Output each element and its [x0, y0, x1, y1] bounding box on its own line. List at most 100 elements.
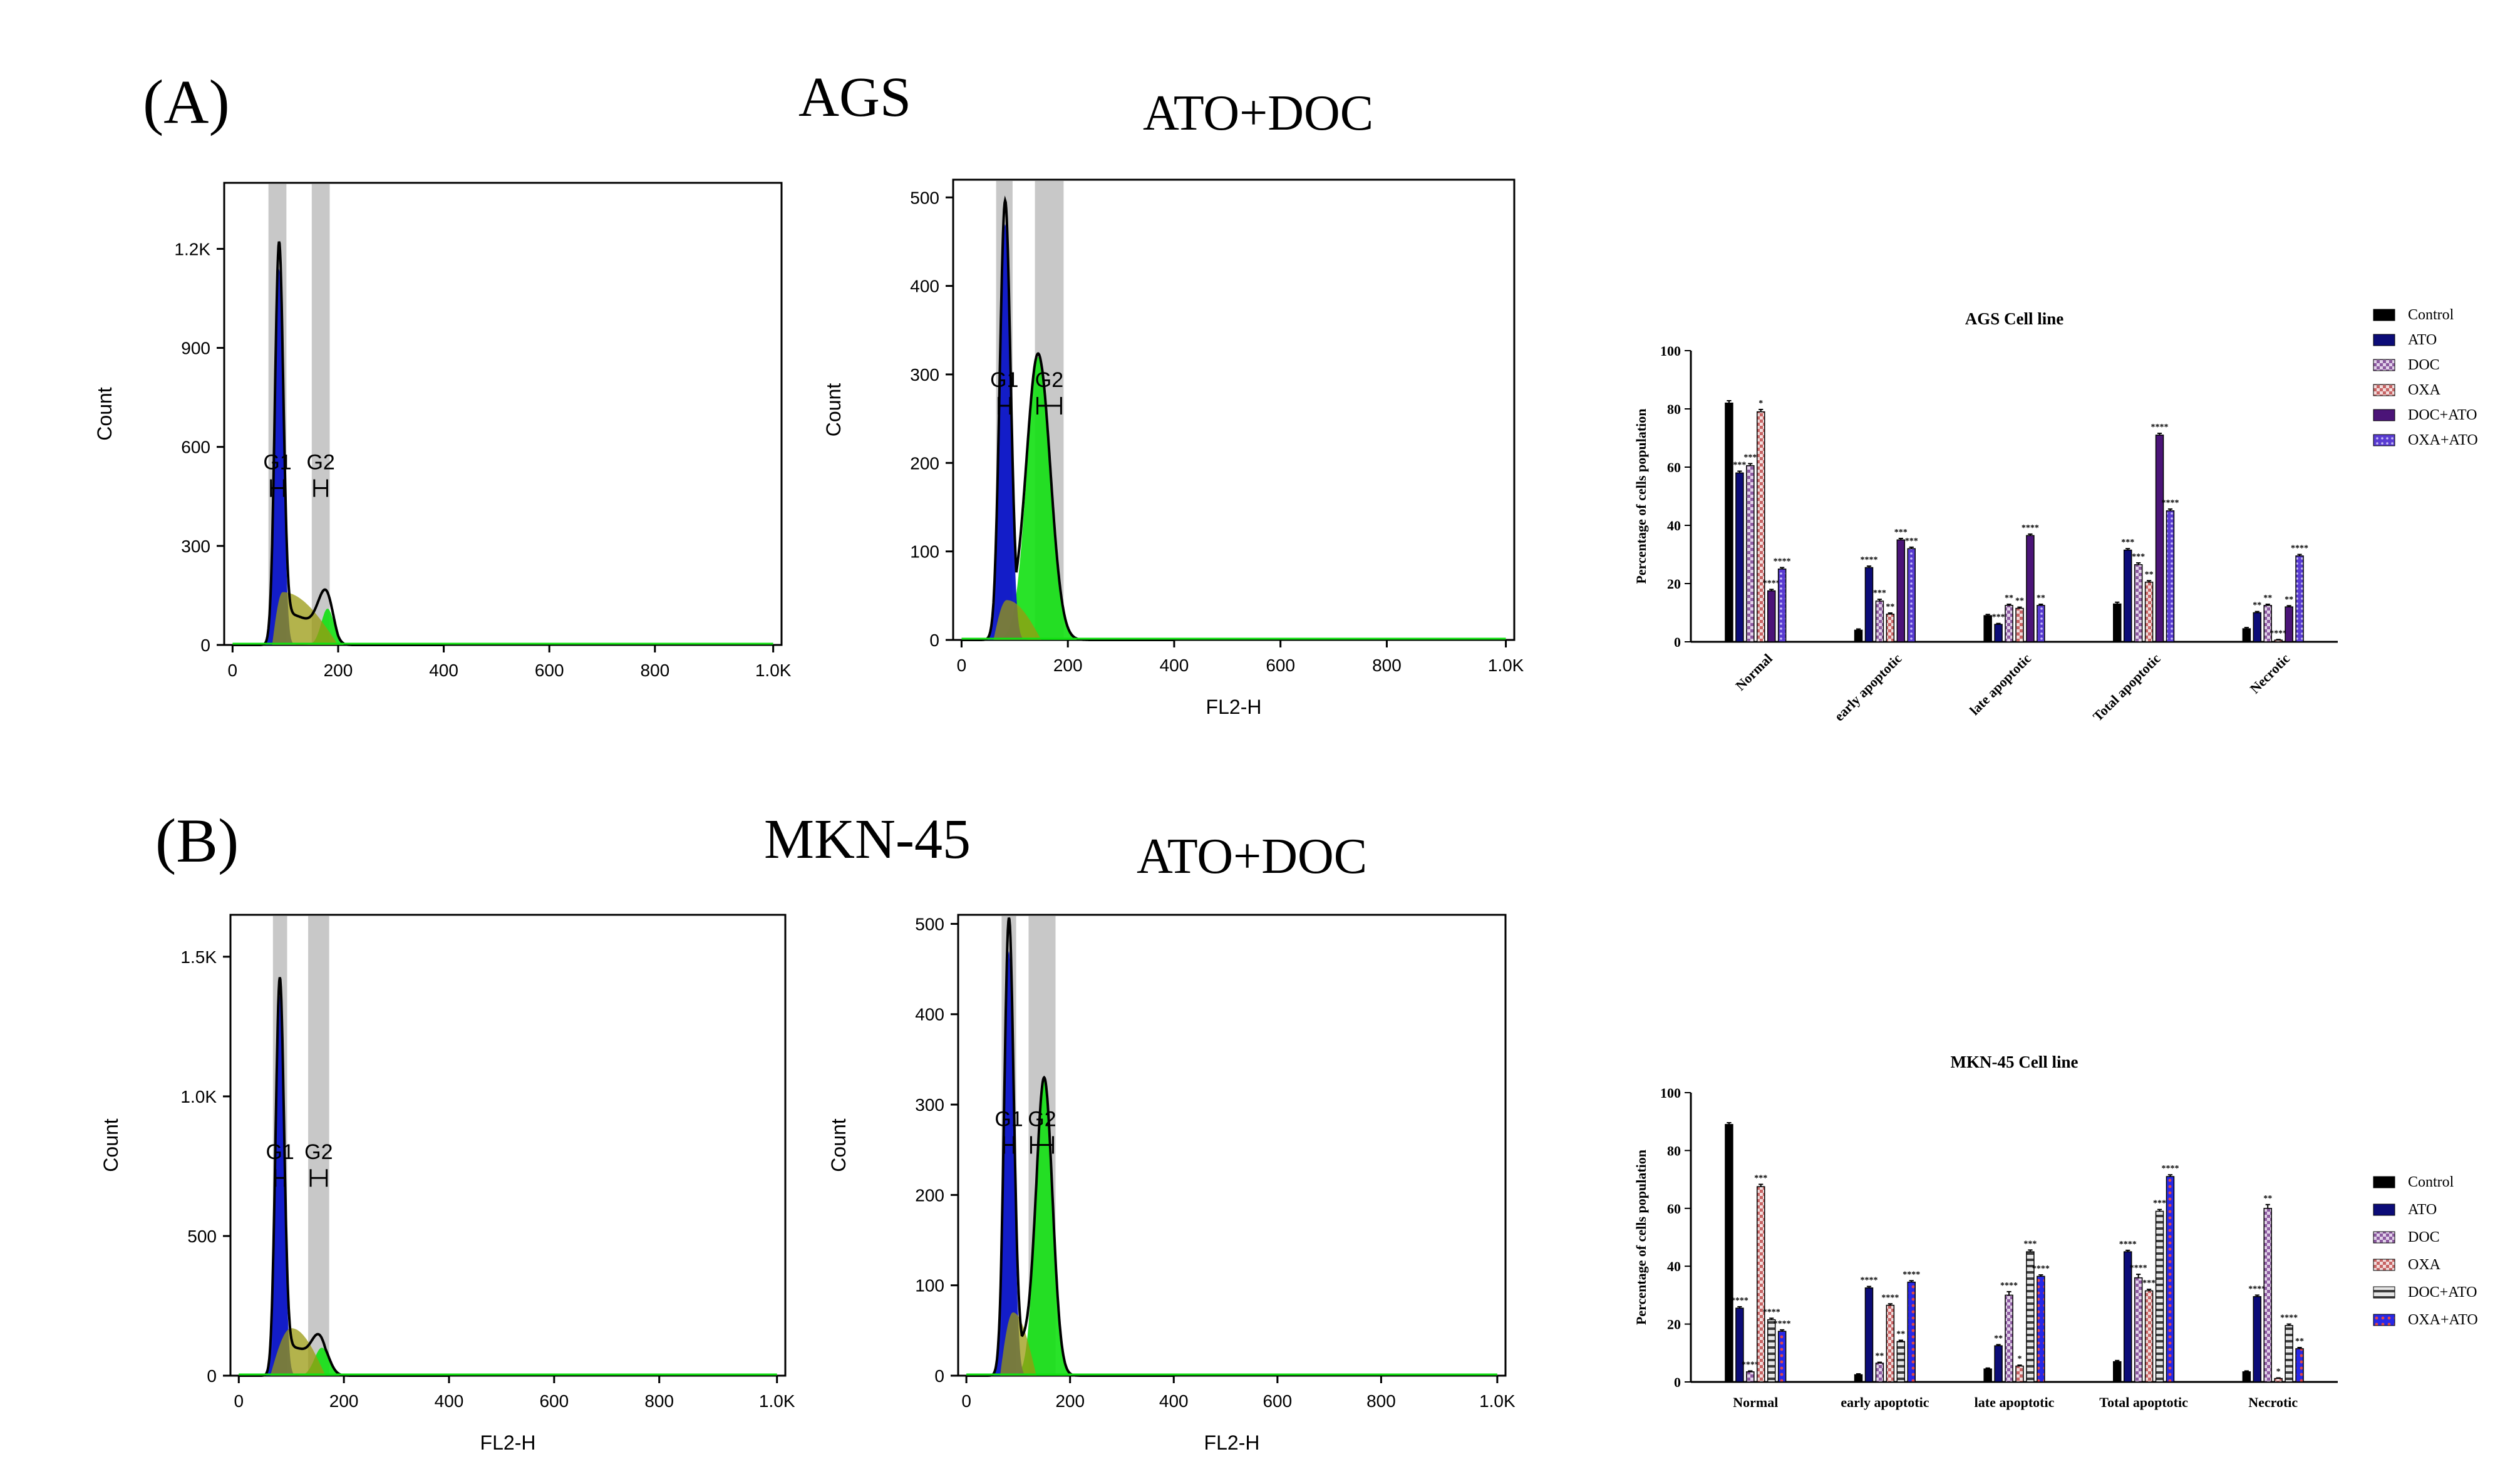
- legend-swatch: [2373, 1259, 2395, 1271]
- gate-label-g1: G1: [266, 1140, 294, 1164]
- gate-band-g2: [311, 184, 330, 644]
- y-tick-label: 0: [929, 631, 939, 650]
- legend-swatch: [2373, 1176, 2395, 1188]
- bar-doc: [1875, 1363, 1884, 1383]
- bar-doc: [2263, 1208, 2272, 1383]
- bar-doc-ato: [2285, 606, 2293, 642]
- significance-mark: ***: [1873, 589, 1886, 598]
- bar-oxa-ato: [2166, 1176, 2175, 1383]
- x-tick-label: 0: [961, 1391, 971, 1411]
- gate-label-g2: G2: [304, 1140, 333, 1164]
- x-axis-label: FL2-H: [1204, 1431, 1260, 1454]
- y-tick-label: 0: [200, 636, 210, 655]
- bar-ato: [2123, 549, 2132, 642]
- bar-ato: [1994, 1345, 2003, 1383]
- x-tick-label: 200: [324, 661, 353, 680]
- significance-mark: ***: [1754, 1173, 1767, 1183]
- significance-mark: **: [1886, 602, 1894, 612]
- x-tick-label: 400: [1159, 1391, 1189, 1411]
- significance-mark: **: [2263, 1194, 2272, 1203]
- y-tick-label: 0: [1674, 634, 1681, 650]
- bar-doc-ato: [1767, 590, 1776, 642]
- gate-label-g2: G2: [1028, 1107, 1056, 1131]
- y-axis-label: Count: [93, 387, 116, 441]
- bar-control: [2113, 1361, 2122, 1383]
- y-tick-label: 500: [915, 914, 944, 934]
- significance-mark: ****: [2000, 1281, 2018, 1291]
- x-tick-label: 800: [1372, 656, 1402, 675]
- bar-oxa-ato: [1907, 1281, 1916, 1383]
- g1-peak-area: [966, 951, 1174, 1376]
- significance-mark: ****: [1860, 1276, 1877, 1286]
- bar-oxa: [2274, 1378, 2283, 1383]
- significance-mark: ****: [2291, 544, 2308, 554]
- bar-doc: [2005, 1294, 2013, 1383]
- bar-doc-ato: [2026, 535, 2035, 642]
- legend-swatch: [2373, 309, 2395, 321]
- y-tick-label: 0: [934, 1366, 944, 1386]
- gate-band-g2: [308, 916, 329, 1374]
- x-tick-label: 1.0K: [1479, 1391, 1516, 1411]
- bar-doc: [1746, 465, 1755, 642]
- y-tick-label: 100: [910, 542, 939, 562]
- y-tick-label: 0: [1674, 1374, 1681, 1390]
- s-phase-area: [966, 1312, 1174, 1376]
- bar-oxa: [2144, 1290, 2154, 1383]
- charts: G1 G20 200 400 600 800 1.0K03006009001.2KCount…: [93, 178, 2478, 1454]
- significance-mark: ***: [1743, 453, 1757, 462]
- legend-label: Control: [2408, 1174, 2454, 1190]
- significance-mark: **: [2285, 595, 2293, 604]
- row-title-mkn: MKN-45: [764, 808, 971, 870]
- x-tick-label: 400: [1160, 656, 1189, 675]
- significance-mark: ****: [1774, 1319, 1791, 1329]
- g1-peak-area: [961, 224, 1174, 640]
- y-tick-label: 1.0K: [180, 1087, 217, 1106]
- x-tick-label: 400: [435, 1391, 464, 1411]
- bar-control: [1983, 1368, 1992, 1383]
- hist-subtitle-ags: ATO+DOC: [1143, 86, 1373, 141]
- y-tick-label: 400: [915, 1005, 944, 1024]
- category-label: early apoptotic: [1841, 1394, 1929, 1410]
- bar-doc-ato: [1896, 539, 1906, 642]
- significance-mark: *: [1758, 399, 1763, 408]
- panel-label-b: (B): [155, 806, 239, 875]
- legend-swatch: [2373, 359, 2395, 371]
- category-label: Normal: [1733, 1394, 1778, 1410]
- x-tick-label: 400: [429, 661, 458, 680]
- significance-mark: ****: [2280, 1314, 2298, 1323]
- mkn_hist_2: G1 G2 0 200 400 600 800 1.0K 0 100 200 300 400 500 FL2…: [827, 914, 1516, 1454]
- significance-mark: ****: [1742, 1360, 1759, 1369]
- significance-mark: ***: [2153, 1199, 2166, 1208]
- bar-oxa-ato: [2295, 555, 2304, 642]
- legend-swatch: [2373, 1314, 2395, 1326]
- bar-oxa: [2144, 581, 2154, 642]
- bar-doc-ato: [2155, 435, 2164, 642]
- x-tick-label: 800: [1366, 1391, 1396, 1411]
- bar-control: [2242, 1371, 2251, 1383]
- significance-mark: ****: [2161, 1164, 2179, 1173]
- legend-swatch: [2373, 1231, 2395, 1244]
- y-tick-label: 100: [915, 1276, 944, 1296]
- bar-ato: [2253, 612, 2262, 642]
- x-tick-label: 600: [539, 1391, 569, 1411]
- bar-doc-ato: [2285, 1325, 2293, 1383]
- x-tick-label: 0: [234, 1391, 244, 1411]
- bar-control: [1725, 1124, 1733, 1383]
- bar-oxa-ato: [1777, 1331, 1787, 1383]
- significance-mark: *: [2017, 1354, 2022, 1364]
- gate-label-g1: G1: [994, 1107, 1023, 1131]
- x-tick-label: 800: [644, 1391, 674, 1411]
- x-tick-label: 1.0K: [759, 1391, 795, 1411]
- bar-doc: [2134, 564, 2143, 642]
- g1-peak-area: [239, 996, 450, 1376]
- gate-label-g1: G1: [990, 368, 1018, 392]
- y-tick-label: 200: [915, 1185, 944, 1205]
- category-label: late apoptotic: [1966, 651, 2034, 718]
- y-tick-label: 300: [910, 365, 939, 384]
- y-tick-label: 300: [181, 537, 210, 556]
- legend-label: ATO: [2408, 1202, 2437, 1218]
- legend-label: DOC: [2408, 357, 2440, 373]
- bar-oxa-ato: [1907, 548, 1916, 642]
